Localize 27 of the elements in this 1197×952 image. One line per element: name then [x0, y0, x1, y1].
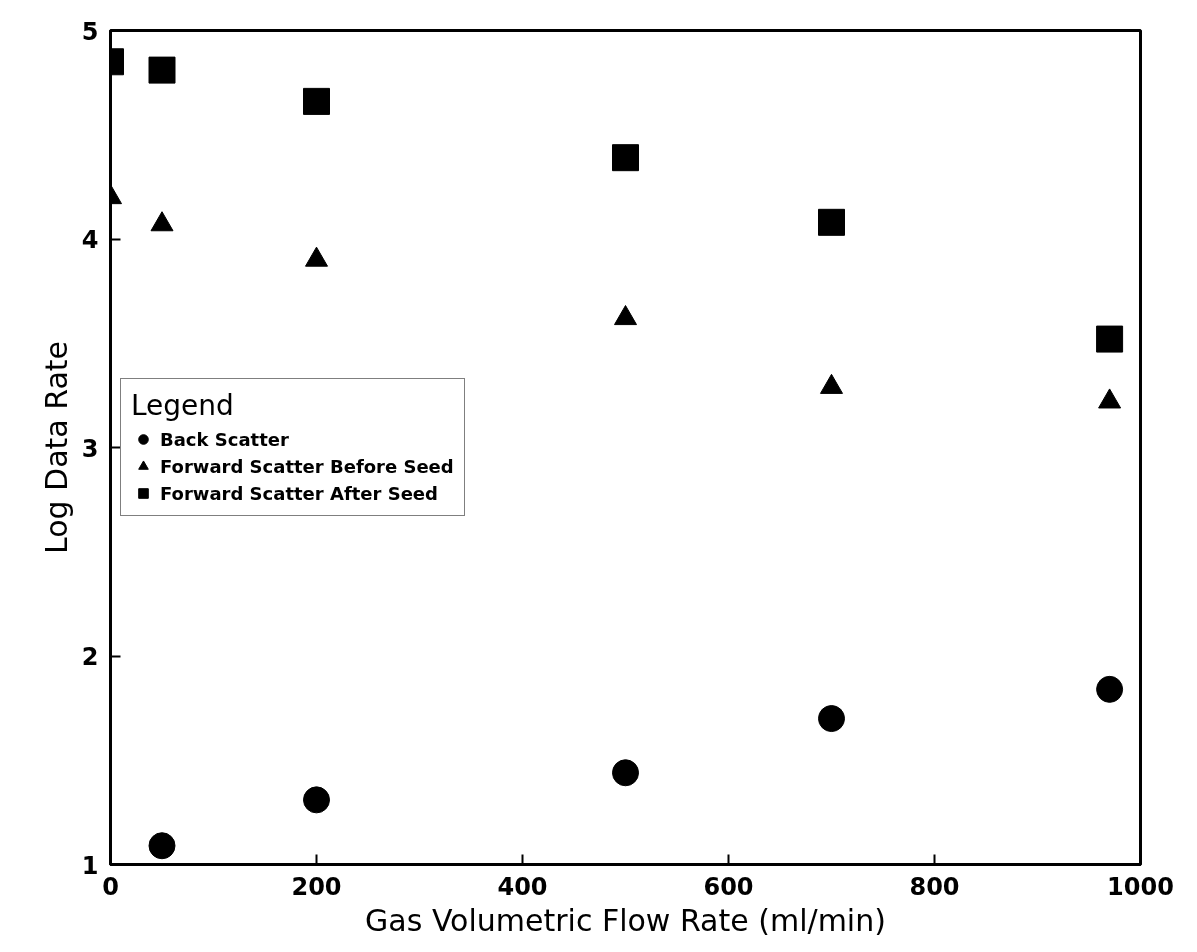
y-tick-label: 4 — [81, 226, 99, 254]
y-tick-label: 3 — [81, 434, 99, 463]
y-tick-label: 5 — [81, 17, 99, 46]
legend-label: Forward Scatter After Seed — [160, 482, 438, 504]
y-tick-label: 2 — [81, 643, 99, 671]
point — [1096, 675, 1124, 703]
x-axis-title: Gas Volumetric Flow Rate (ml/min) — [365, 902, 886, 938]
point — [1096, 325, 1124, 353]
x-tick-label: 400 — [497, 872, 548, 901]
point — [612, 759, 639, 787]
legend-title: Legend — [131, 389, 235, 422]
x-tick-label: 1000 — [1107, 872, 1174, 901]
point — [818, 208, 845, 236]
x-tick-label: 200 — [291, 872, 342, 901]
point — [818, 705, 845, 733]
point — [303, 786, 330, 814]
x-tick-label: 0 — [102, 872, 119, 901]
legend-label: Back Scatter — [160, 428, 289, 450]
legend-label: Forward Scatter Before Seed — [160, 455, 454, 477]
point — [612, 144, 639, 172]
x-tick-label: 800 — [909, 872, 960, 901]
x-tick-label: 600 — [703, 872, 754, 901]
point — [303, 87, 330, 115]
y-tick-label: 1 — [81, 851, 99, 880]
y-axis-title: Log Data Rate — [38, 340, 74, 555]
point — [148, 56, 176, 84]
point — [148, 832, 176, 860]
